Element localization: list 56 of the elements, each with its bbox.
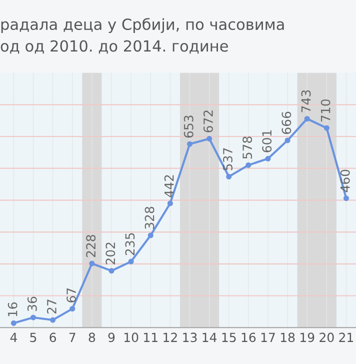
x-tick-label: 7	[69, 332, 76, 342]
x-tick-label: 19	[300, 332, 314, 342]
x-tick-label: 8	[88, 332, 96, 342]
point	[206, 136, 212, 142]
data-label: 666	[282, 112, 292, 134]
point	[89, 260, 95, 266]
point	[108, 268, 114, 274]
point	[10, 320, 16, 326]
point	[284, 138, 290, 144]
data-label: 653	[184, 116, 194, 138]
x-tick-label: 11	[144, 332, 158, 342]
chart-subtitle: од од 2010. до 2014. године	[0, 40, 228, 54]
data-label: 537	[223, 148, 232, 170]
point	[167, 200, 173, 206]
point	[128, 258, 134, 264]
point	[304, 116, 310, 122]
data-label: 710	[320, 99, 330, 122]
x-tick-label: 15	[222, 332, 236, 342]
point	[30, 314, 36, 320]
chart-title: радала деца у Србији, по часовима	[1, 18, 284, 34]
data-label: 442	[164, 175, 174, 198]
x-tick-label: 18	[280, 332, 295, 342]
data-label: 228	[86, 234, 96, 258]
x-tick-label: 21	[339, 332, 354, 342]
data-label: 328	[144, 206, 154, 229]
data-label: 672	[203, 110, 213, 132]
x-tick-label: 5	[30, 332, 36, 342]
x-tick-label: 16	[242, 332, 256, 342]
data-label: 601	[262, 130, 272, 152]
x-tick-label: 4	[10, 332, 17, 342]
x-tick-label: 10	[124, 332, 138, 342]
data-label: 67	[66, 288, 76, 302]
x-tick-label: 14	[202, 332, 217, 342]
x-tick-label: 12	[164, 332, 177, 342]
point	[324, 125, 330, 131]
x-tick-label: 20	[320, 332, 334, 342]
point	[226, 174, 232, 180]
x-tick-label: 13	[183, 332, 197, 342]
point	[148, 232, 154, 238]
x-tick-label: 17	[261, 332, 275, 342]
point	[70, 306, 76, 312]
data-label: 235	[125, 233, 135, 256]
point	[186, 141, 193, 147]
data-label: 743	[301, 90, 311, 112]
point	[265, 156, 271, 162]
x-tick-label: 9	[108, 332, 115, 342]
point	[246, 162, 252, 168]
point	[50, 317, 56, 323]
data-label: 27	[46, 300, 56, 314]
data-label: 460	[340, 170, 350, 192]
x-tick-label: 6	[50, 332, 56, 342]
data-label: 36	[27, 296, 37, 311]
data-label: 16	[8, 302, 18, 316]
data-label: 202	[106, 242, 116, 264]
data-label: 578	[242, 136, 252, 159]
point	[343, 196, 349, 202]
